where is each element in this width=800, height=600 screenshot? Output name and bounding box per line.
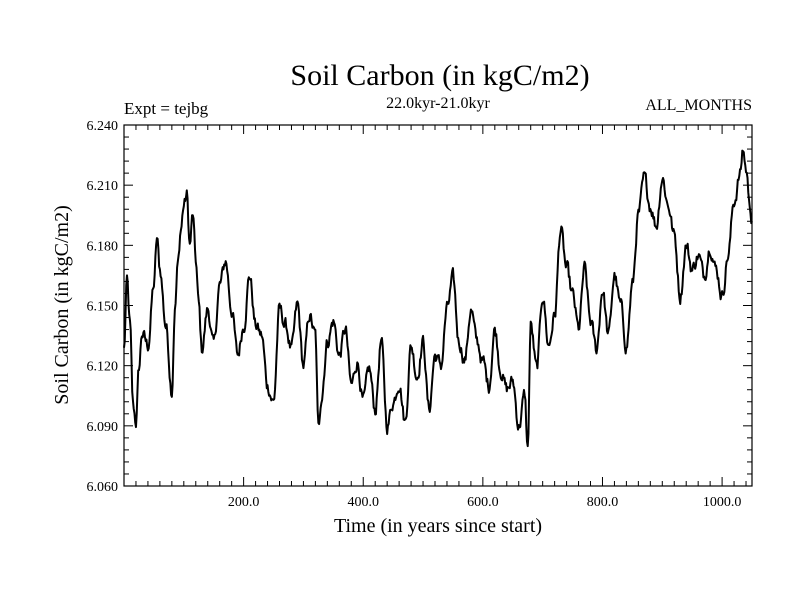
y-tick-label: 6.180 (87, 239, 119, 254)
months-label: ALL_MONTHS (645, 97, 752, 114)
y-axis-label: Soil Carbon (in kgC/m2) (51, 205, 73, 404)
y-tick-label: 6.090 (87, 420, 119, 435)
experiment-label: Expt = tejbg (124, 99, 209, 118)
x-tick-label: 200.0 (228, 495, 260, 510)
soil-carbon-series-line (123, 149, 753, 448)
plot-frame (123, 124, 753, 487)
y-axis-tick-labels: 6.060 6.090 6.120 6.150 6.180 6.210 6.240 (87, 119, 119, 495)
y-tick-label: 6.120 (87, 360, 119, 375)
y-tick-label: 6.150 (87, 300, 119, 315)
x-tick-label: 400.0 (347, 495, 379, 510)
chart-title: Soil Carbon (in kgC/m2) (290, 59, 589, 92)
x-axis-label: Time (in years since start) (334, 515, 542, 537)
y-tick-label: 6.060 (87, 480, 119, 495)
x-tick-label: 800.0 (587, 495, 619, 510)
y-tick-label: 6.240 (87, 119, 119, 134)
chart-subtitle: 22.0kyr-21.0kyr (386, 95, 490, 112)
x-tick-label: 1000.0 (703, 495, 742, 510)
x-axis-tick-labels: 200.0 400.0 600.0 800.0 1000.0 (228, 495, 741, 510)
x-axis-ticks (135, 125, 747, 486)
x-tick-label: 600.0 (467, 495, 499, 510)
y-tick-label: 6.210 (87, 179, 119, 194)
